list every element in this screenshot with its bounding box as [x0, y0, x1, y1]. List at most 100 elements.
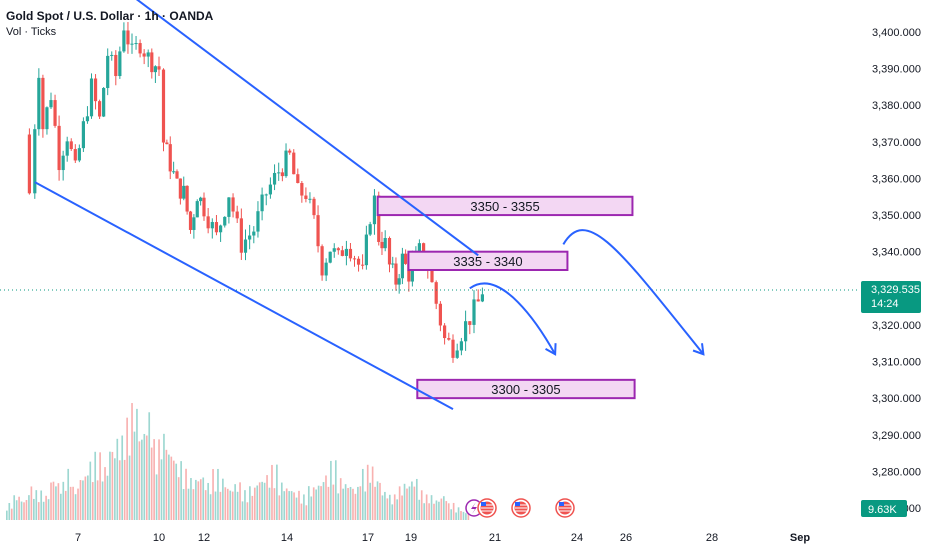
volume-bar — [445, 501, 448, 520]
channel-line[interactable] — [127, 0, 479, 257]
candle-body — [85, 116, 90, 122]
volume-bar — [359, 486, 362, 520]
candle-body — [69, 141, 73, 150]
volume-bar — [467, 512, 470, 520]
volume-bar — [258, 482, 261, 520]
volume-bar — [435, 500, 438, 520]
volume-bar — [163, 433, 165, 520]
candle-body — [348, 248, 353, 259]
volume-bar — [138, 441, 141, 520]
candle-body — [231, 197, 235, 212]
volume-bar — [99, 452, 101, 520]
volume-bar — [415, 478, 418, 520]
candle-body — [73, 149, 77, 161]
candle-body — [417, 243, 421, 252]
candle-body — [195, 201, 199, 218]
candle-body — [277, 172, 281, 174]
candle-body — [407, 263, 411, 282]
candle-body — [368, 224, 372, 235]
volume-bar — [45, 495, 47, 520]
candle-body — [377, 195, 381, 242]
candle-body — [288, 150, 292, 153]
candle-body — [410, 260, 414, 282]
volume-bar — [234, 484, 236, 520]
volume-bar — [143, 433, 146, 520]
volume-bar — [219, 491, 222, 520]
flag-canton — [481, 502, 486, 506]
volume-bar — [420, 490, 423, 520]
candle-body — [33, 129, 37, 194]
volume-bar — [57, 483, 60, 520]
x-tick-label: 14 — [281, 532, 293, 544]
candle-body — [292, 152, 296, 175]
volume-bar — [396, 499, 399, 520]
volume-bar — [276, 464, 278, 520]
volume-bar — [288, 491, 290, 520]
candle-body — [260, 194, 264, 212]
candle-body — [110, 54, 114, 56]
candle-body — [316, 215, 320, 247]
volume-bar — [357, 486, 359, 520]
zone-label: 3350 - 3355 — [470, 199, 539, 214]
zone-label: 3300 - 3305 — [491, 382, 560, 397]
volume-bar — [266, 475, 268, 520]
candle-body — [185, 185, 189, 212]
candle-body — [227, 197, 231, 217]
volume-bar — [126, 417, 128, 520]
volume-bar — [236, 491, 239, 520]
x-tick-label: 19 — [405, 532, 417, 544]
volume-bar — [398, 486, 401, 520]
volume-bar — [175, 463, 178, 520]
volume-bar — [337, 493, 340, 520]
volume-bar — [261, 481, 263, 520]
candle-body — [206, 216, 210, 229]
projection-arrow[interactable] — [469, 282, 557, 355]
candle-body — [134, 43, 138, 45]
zone-box[interactable] — [376, 195, 634, 217]
volume-bar — [222, 478, 224, 520]
volume-bar — [418, 499, 421, 520]
volume-bar — [15, 500, 18, 520]
volume-bar — [334, 460, 337, 520]
volume-bar — [23, 502, 25, 520]
volume-bar — [381, 495, 384, 520]
candle-body — [168, 144, 172, 172]
candle-body — [284, 150, 288, 177]
volume-bar — [403, 483, 406, 520]
candle-body — [65, 141, 69, 156]
volume-bar — [123, 459, 126, 520]
x-tick-label: 26 — [620, 532, 632, 544]
candle-body — [459, 341, 463, 351]
volume-bar — [342, 488, 344, 520]
y-tick-label: 3,300.000 — [872, 393, 921, 405]
volume-bar — [145, 435, 148, 520]
y-tick-label: 3,310.000 — [872, 357, 921, 369]
channel-line[interactable] — [34, 181, 454, 411]
volume-bar — [69, 486, 72, 520]
candle-body — [57, 125, 61, 171]
volume-bar — [55, 486, 57, 520]
volume-bar — [347, 488, 349, 520]
volume-bar — [94, 451, 97, 520]
volume-bar — [168, 454, 170, 520]
candle-body — [178, 178, 182, 199]
arrow-head — [692, 343, 705, 356]
candle-body — [27, 134, 31, 194]
y-tick-label: 3,290.000 — [872, 430, 921, 442]
x-tick-label: Sep — [790, 532, 810, 544]
volume-bar — [187, 488, 190, 520]
candle-body — [53, 100, 57, 126]
volume-bar — [28, 495, 30, 520]
volume-bar — [332, 484, 335, 520]
zone-box[interactable] — [407, 250, 569, 271]
volume-bar — [212, 469, 214, 520]
current-price-value: 3,329.535 — [871, 284, 920, 296]
volume-bar — [428, 503, 430, 520]
projection-arrow[interactable] — [562, 229, 705, 355]
candle-body — [223, 216, 227, 226]
volume-bar — [128, 455, 131, 520]
candle-body — [248, 235, 252, 240]
candle-body — [45, 107, 49, 130]
candle-body — [455, 350, 459, 358]
